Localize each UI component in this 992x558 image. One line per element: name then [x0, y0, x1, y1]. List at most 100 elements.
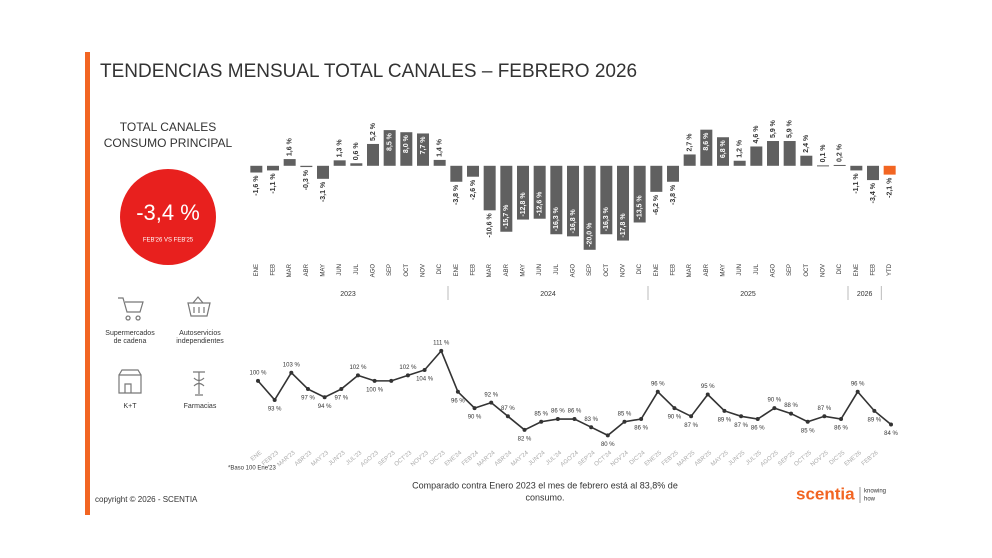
point-label: 94 % — [318, 404, 332, 410]
bar-value-label: -10,6 % — [487, 213, 494, 238]
bar — [250, 165, 263, 173]
point-label: 92 % — [484, 392, 498, 398]
point-label: 86 % — [568, 409, 582, 415]
line-point — [522, 427, 527, 432]
bar-value-label: -16,3 % — [603, 206, 610, 231]
line-point — [839, 417, 844, 422]
point-label: 95 % — [701, 384, 715, 390]
point-label: 85 % — [618, 411, 632, 417]
bar-value-label: 2,4 % — [803, 134, 810, 153]
x-tick-label: ENE — [250, 450, 263, 463]
x-tick-label: SEP — [587, 264, 593, 276]
line-point — [355, 373, 360, 378]
point-label: 93 % — [268, 407, 282, 413]
x-tick-label: ENE'24 — [444, 450, 464, 468]
point-label: 86 % — [834, 426, 848, 432]
bar — [550, 165, 563, 235]
bar-value-label: -13,5 % — [637, 195, 644, 220]
line-point — [422, 367, 427, 372]
kpi-circle — [120, 169, 216, 265]
bar-value-label: 7,7 % — [420, 136, 427, 155]
line-point — [622, 419, 627, 424]
bar — [717, 137, 729, 166]
x-tick-label: FEB'26 — [861, 450, 880, 468]
bar — [867, 165, 879, 181]
line-series — [257, 349, 892, 437]
x-tick-label: MAY'24 — [510, 450, 530, 468]
line-point — [489, 400, 494, 405]
point-label: 102 % — [399, 365, 417, 371]
x-tick-label: ABR — [504, 263, 510, 276]
bar-value-label: -3,8 % — [453, 184, 460, 205]
bar — [600, 165, 613, 235]
x-tick-label: JUN'23 — [328, 450, 347, 468]
bar-value-label: 1,3 % — [337, 139, 344, 158]
point-label: 102 % — [349, 365, 367, 371]
bar — [817, 165, 829, 167]
line-point — [439, 348, 444, 353]
x-tick-label: MAY'25 — [710, 450, 730, 468]
x-tick-label: JUN — [537, 264, 543, 276]
bar — [317, 165, 329, 179]
point-label: 100 % — [249, 370, 267, 376]
point-label: 88 % — [784, 403, 798, 409]
bar — [833, 164, 846, 166]
point-label: 82 % — [518, 437, 532, 443]
x-tick-label: FEB — [471, 264, 477, 276]
bar — [267, 165, 279, 171]
accent-bar — [85, 52, 90, 515]
bar-value-label: -3,1 % — [320, 181, 327, 202]
bar — [650, 165, 663, 192]
x-tick-label: FEB — [671, 264, 677, 276]
line-point — [722, 408, 727, 413]
x-tick-label: ENE — [654, 264, 660, 276]
bar-value-label: -6,2 % — [653, 194, 660, 215]
point-label: 96 % — [851, 381, 865, 387]
line-point — [655, 389, 660, 394]
point-label: 80 % — [601, 442, 615, 448]
x-tick-label: ENE'25 — [644, 450, 664, 468]
x-tick-label: AGO — [571, 264, 577, 278]
x-tick-label: MAR — [487, 263, 493, 277]
bar — [667, 165, 679, 182]
x-tick-label: DIC — [637, 263, 643, 274]
copyright: copyright © 2026 - SCENTIA — [95, 495, 198, 504]
line-point — [289, 370, 294, 375]
year-label: 2026 — [857, 291, 873, 298]
point-label: 85 % — [534, 411, 548, 417]
point-label: 96 % — [451, 398, 465, 404]
kpi-value: -3,4 % — [136, 200, 200, 225]
x-tick-label: OCT — [604, 264, 610, 277]
point-label: 87 % — [501, 406, 515, 412]
line-point — [589, 425, 594, 430]
bar-value-label: 8,0 % — [403, 134, 410, 153]
x-tick-label: OCT — [804, 264, 810, 277]
x-tick-label: AGO'25 — [760, 450, 781, 469]
x-tick-label: FEB — [271, 264, 277, 276]
bar-value-label: -20,0 % — [587, 222, 594, 247]
point-label: 97 % — [334, 396, 348, 402]
bar-value-label: -3,8 % — [670, 184, 677, 205]
bar — [283, 159, 296, 166]
line-point — [472, 406, 477, 411]
x-tick-label: MAY — [321, 264, 327, 277]
line-point — [755, 417, 760, 422]
sidebar-heading: TOTAL CANALES — [120, 120, 216, 134]
bar-value-label: -1,1 % — [853, 173, 860, 194]
bar-value-label: -1,1 % — [270, 173, 277, 194]
point-label: 87 % — [684, 423, 698, 429]
bar-value-label: -16,3 % — [553, 206, 560, 231]
bar-value-label: 0,2 % — [837, 143, 844, 162]
line-point — [389, 378, 394, 383]
bar-value-label: -12,6 % — [537, 191, 544, 216]
bar — [367, 143, 379, 166]
bar — [883, 165, 896, 175]
bar — [483, 165, 496, 211]
line-point — [505, 414, 510, 419]
x-tick-label: NOV'25 — [810, 450, 830, 468]
line-point — [539, 419, 544, 424]
x-tick-label: NOV — [821, 264, 827, 277]
footnote: *Baso 100 Ene'23 — [228, 466, 277, 472]
bar-value-label: -16,8 % — [570, 208, 577, 233]
channel-label: independientes — [176, 338, 224, 345]
